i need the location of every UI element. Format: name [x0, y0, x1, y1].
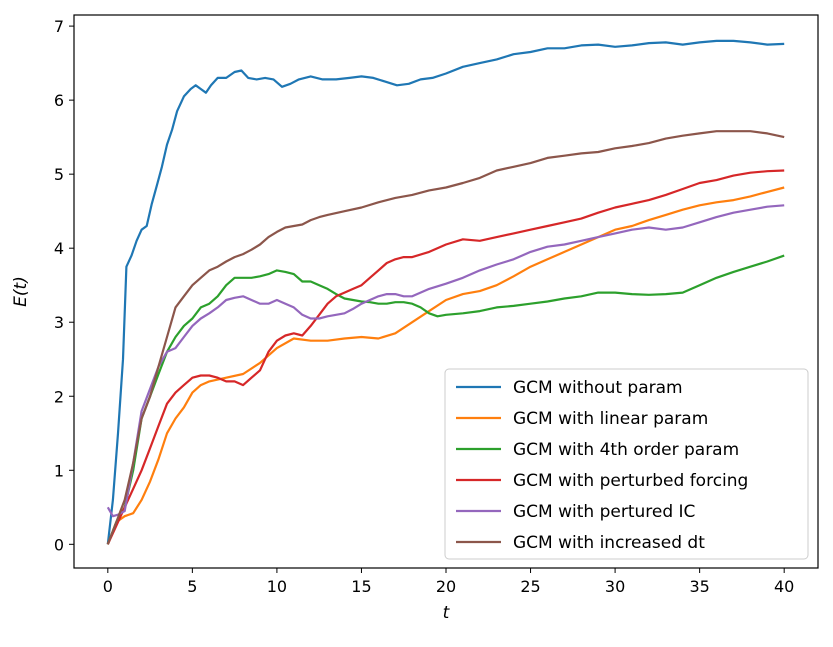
- legend: GCM without param GCM with linear param GC…: [444, 368, 809, 560]
- x-tick-label: 40: [774, 577, 794, 596]
- x-axis-ticks: 0 5 10 15 20 25 30 35 40: [103, 568, 794, 596]
- x-tick-label: 30: [605, 577, 625, 596]
- x-tick-label: 15: [351, 577, 371, 596]
- x-tick-label: 0: [103, 577, 113, 596]
- y-tick-label: 0: [54, 535, 64, 554]
- legend-label: GCM without param: [513, 378, 683, 398]
- legend-label: GCM with pertured IC: [513, 502, 695, 522]
- series-line: [106, 254, 785, 545]
- x-tick-label: 10: [267, 577, 287, 596]
- y-tick-label: 2: [54, 387, 64, 406]
- plot-lines: [106, 39, 785, 545]
- y-axis-ticks: 0 1 2 3 4 5 6 7: [54, 17, 74, 554]
- series-line: [106, 204, 785, 518]
- legend-label: GCM with 4th order param: [513, 440, 739, 460]
- legend-label: GCM with increased dt: [513, 533, 705, 553]
- x-axis-label: t: [443, 603, 451, 623]
- legend-box: [444, 368, 809, 560]
- y-tick-label: 6: [54, 91, 64, 110]
- y-tick-label: 4: [54, 239, 64, 258]
- x-tick-label: 25: [520, 577, 540, 596]
- series-line: [106, 169, 785, 545]
- y-axis-label: E(t): [11, 276, 31, 307]
- x-tick-label: 5: [187, 577, 197, 596]
- y-tick-label: 7: [54, 17, 64, 36]
- legend-label: GCM with linear param: [513, 409, 708, 429]
- x-tick-label: 20: [436, 577, 456, 596]
- legend-label: GCM with perturbed forcing: [513, 471, 748, 491]
- series-line: [106, 130, 785, 545]
- y-tick-label: 5: [54, 165, 64, 184]
- x-tick-label: 35: [689, 577, 709, 596]
- y-tick-label: 3: [54, 313, 64, 332]
- series-line: [106, 39, 785, 545]
- y-tick-label: 1: [54, 461, 64, 480]
- series-line: [106, 186, 785, 545]
